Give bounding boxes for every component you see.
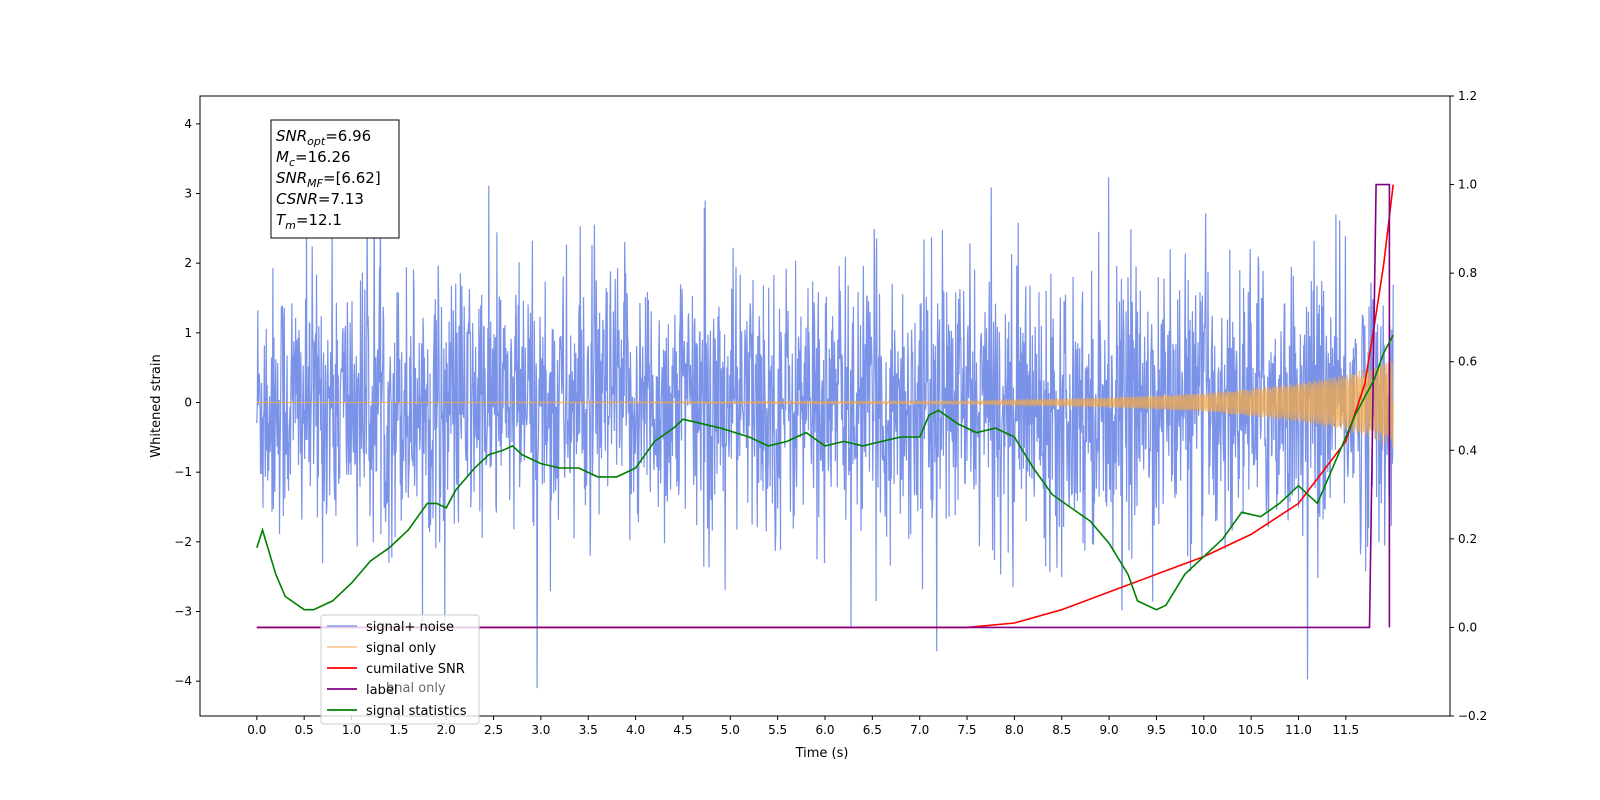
x-axis-label: Time (s) [795,746,849,761]
y-right-tick-label: 0.0 [1458,620,1477,634]
y-right-tick-label: 1.0 [1458,178,1477,192]
annotation-line: Mc=16.26 [276,148,351,169]
x-tick-label: 7.0 [910,723,929,737]
series-signal-noise [256,150,1394,689]
series-layer [256,150,1394,689]
x-tick-label: 6.0 [815,723,834,737]
axis-layer: 0.0 0.5 1.0 1.5 2.0 2.5 3.0 3.5 4.0 4.5 5.0 5.5 6.0 6… [174,89,1487,737]
series-signal-only [256,360,1394,448]
y-left-tick-label: 4 [184,117,192,131]
x-tick-label: 8.5 [1052,723,1071,737]
x-tick-label: 2.0 [437,723,456,737]
annotation-line: CSNR=7.13 [276,190,364,208]
annotation-line: SNRopt=6.96 [276,127,371,148]
legend-entry: signal only [366,641,436,656]
x-tick-label: 5.5 [768,723,787,737]
y-left-tick-label: −4 [174,674,192,688]
x-tick-label: 10.0 [1190,723,1217,737]
y-left-tick-label: 2 [184,256,192,270]
y-right-tick-label: −0.2 [1458,709,1487,723]
legend-entry: cumilative SNR [366,662,465,677]
metrics-annotation: SNRopt=6.96Mc=16.26SNRMF=[6.62]CSNR=7.13… [270,119,400,239]
x-tick-label: 11.0 [1285,723,1312,737]
series-signal-statistics [256,334,1394,611]
annotation-line: SNRMF=[6.62] [276,169,381,190]
y-left-tick-label: −3 [174,605,192,619]
legend: bnal only signal+ noise signal only cumilat… [320,614,480,725]
x-tick-label: 0.5 [295,723,314,737]
x-tick-label: 9.5 [1147,723,1166,737]
x-tick-label: 6.5 [863,723,882,737]
y-left-tick-label: 0 [184,396,192,410]
x-tick-label: 1.0 [342,723,361,737]
y-left-tick-label: 3 [184,187,192,201]
y-axis-label: Whitened strain [149,354,164,457]
y-left-tick-label: −1 [174,465,192,479]
legend-entry: label [366,683,397,698]
x-tick-label: 0.0 [247,723,266,737]
x-tick-label: 9.0 [1100,723,1119,737]
legend-entry: signal statistics [366,704,467,719]
x-tick-label: 3.0 [531,723,550,737]
x-tick-label: 10.5 [1238,723,1265,737]
y-right-tick-label: 0.2 [1458,532,1477,546]
y-left-tick-label: −2 [174,535,192,549]
x-tick-label: 7.5 [957,723,976,737]
y-right-tick-label: 0.8 [1458,266,1477,280]
x-tick-label: 2.5 [484,723,503,737]
x-tick-label: 11.5 [1332,723,1359,737]
legend-ghost-text: bnal only [386,681,446,696]
legend-frame [320,614,480,725]
legend-entry: signal+ noise [366,620,454,635]
x-tick-label: 4.0 [626,723,645,737]
annotation-line: Tm=12.1 [276,211,342,232]
x-tick-label: 4.5 [673,723,692,737]
series-label [256,183,1391,629]
x-tick-label: 8.0 [1005,723,1024,737]
y-left-tick-label: 1 [184,326,192,340]
y-right-tick-label: 1.2 [1458,89,1477,103]
y-right-tick-label: 0.6 [1458,355,1477,369]
x-tick-label: 3.5 [579,723,598,737]
y-right-tick-label: 0.4 [1458,443,1477,457]
annotation-frame [270,119,400,239]
x-tick-label: 5.0 [721,723,740,737]
x-tick-label: 1.5 [389,723,408,737]
